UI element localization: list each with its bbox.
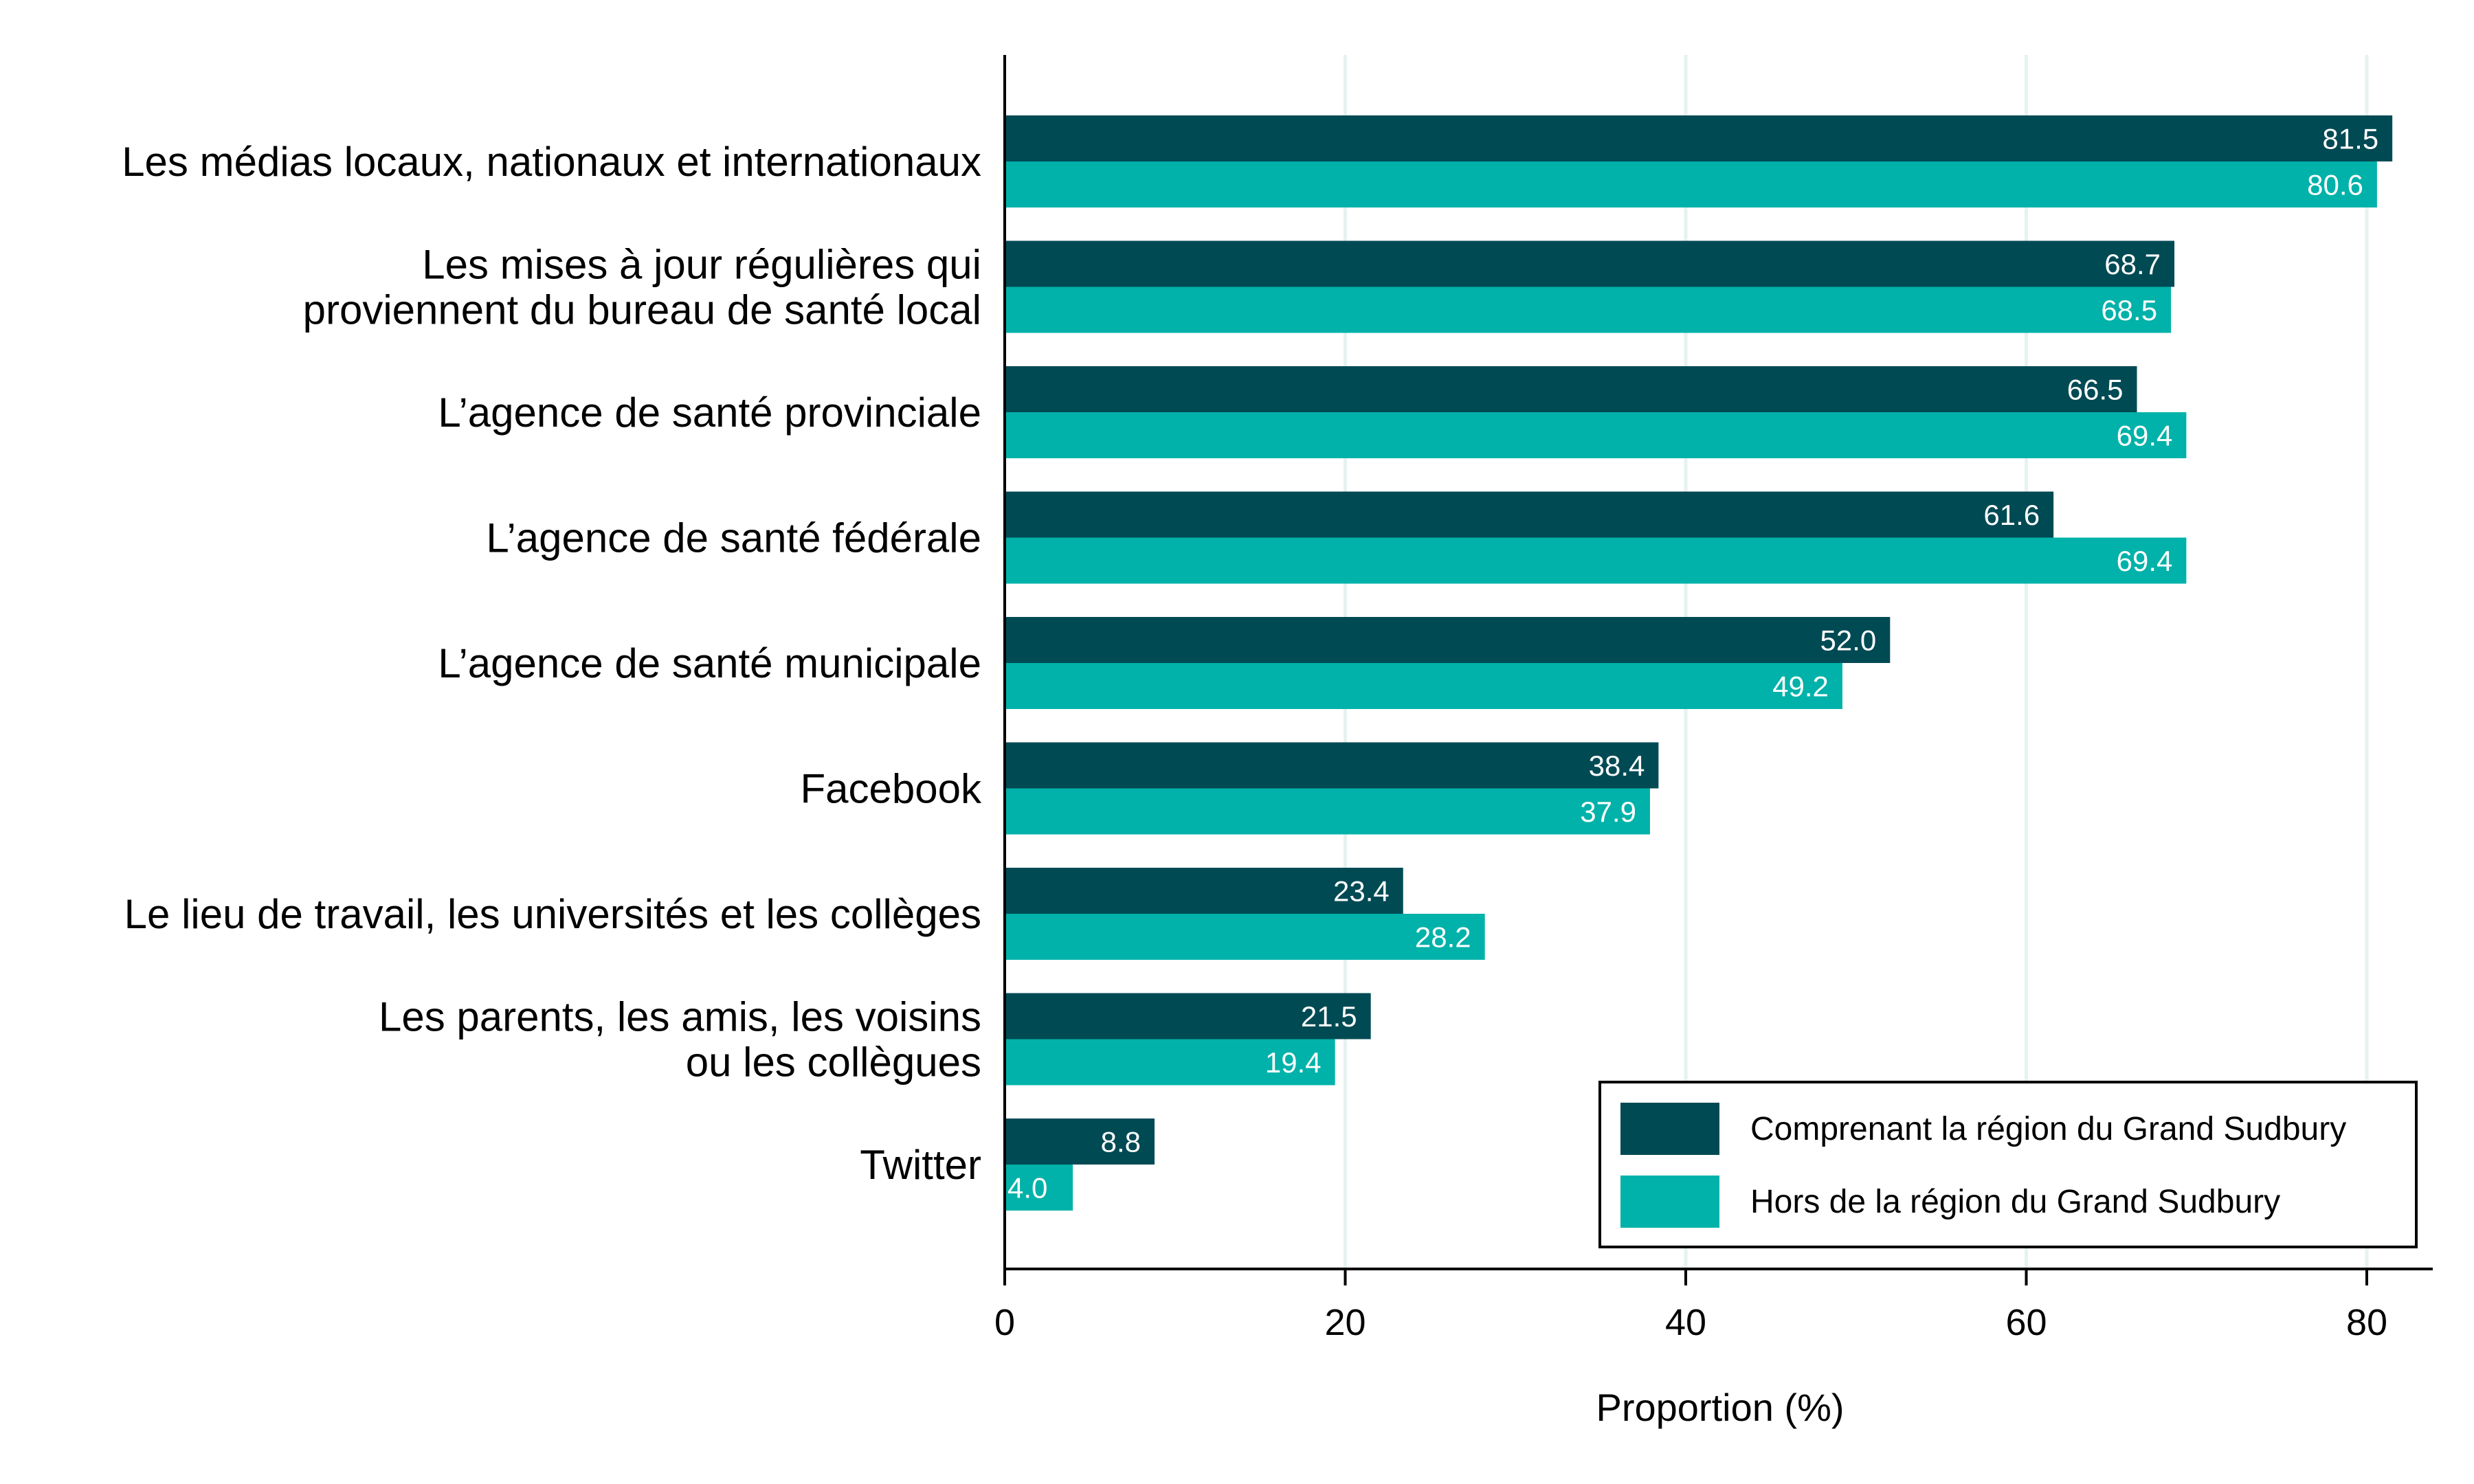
- bar-outside-3: [1005, 537, 2187, 584]
- bar-outside-1: [1005, 286, 2172, 333]
- bar-outside-5: [1005, 788, 1650, 835]
- bar-inside-6: [1005, 868, 1403, 914]
- category-label-line: proviennent du bureau de santé local: [303, 287, 981, 333]
- category-label-1: Les mises à jour régulières qui provienne…: [303, 242, 981, 333]
- bar-inside-1: [1005, 240, 2175, 287]
- bars: 81.5 80.6 68.7 68.5 66.5 69.4 61.6 69.4 52.0 49.2…: [1005, 115, 2393, 1211]
- bar-outside-0: [1005, 161, 2377, 207]
- bar-inside-2: [1005, 366, 2137, 412]
- bar-outside-4: [1005, 663, 1842, 709]
- bar-outside-2: [1005, 412, 2187, 458]
- bar-inside-0: [1005, 115, 2393, 161]
- data-label-inside-1: 68.7: [2104, 248, 2161, 280]
- data-label-inside-8: 8.8: [1101, 1126, 1141, 1158]
- data-label-outside-3: 69.4: [2117, 545, 2173, 577]
- data-label-outside-4: 49.2: [1772, 671, 1829, 703]
- data-label-inside-0: 81.5: [2322, 123, 2378, 155]
- data-label-outside-8: 4.0: [1007, 1172, 1047, 1204]
- data-label-inside-5: 38.4: [1589, 750, 1645, 782]
- data-label-outside-2: 69.4: [2117, 420, 2173, 452]
- legend-label-inside-sudbury: Comprenant la région du Grand Sudbury: [1750, 1111, 2346, 1147]
- legend: Comprenant la région du Grand Sudbury Ho…: [1598, 1081, 2418, 1248]
- category-label-8: Twitter: [860, 1142, 981, 1188]
- legend-swatch-inside-sudbury: [1620, 1103, 1719, 1155]
- legend-label-outside-sudbury: Hors de la région du Grand Sudbury: [1750, 1184, 2280, 1220]
- legend-swatch-outside-sudbury: [1620, 1176, 1719, 1228]
- category-label-line: Facebook: [801, 766, 982, 812]
- data-label-outside-0: 80.6: [2307, 169, 2363, 201]
- x-tick-label-60: 60: [2005, 1302, 2047, 1343]
- x-axis-title: Proportion (%): [1596, 1386, 1844, 1429]
- category-label-line: Les mises à jour régulières qui: [422, 242, 981, 288]
- bar-outside-7: [1005, 1039, 1335, 1086]
- category-label-line: L’agence de santé fédérale: [486, 515, 981, 561]
- category-label-line: L’agence de santé provinciale: [438, 390, 981, 436]
- category-label-line: Les parents, les amis, les voisins: [379, 994, 981, 1040]
- category-label-3: L’agence de santé fédérale: [486, 515, 981, 561]
- x-tick-label-0: 0: [994, 1302, 1015, 1343]
- category-label-line: Les médias locaux, nationaux et internat…: [122, 139, 981, 185]
- bar-inside-3: [1005, 491, 2054, 538]
- category-label-5: Facebook: [801, 766, 982, 812]
- data-label-inside-4: 52.0: [1820, 625, 1877, 657]
- bar-inside-5: [1005, 742, 1659, 789]
- bar-inside-7: [1005, 993, 1371, 1039]
- x-tick-label-80: 80: [2346, 1302, 2387, 1343]
- data-label-outside-7: 19.4: [1265, 1046, 1322, 1079]
- data-label-inside-7: 21.5: [1301, 1000, 1357, 1033]
- data-label-outside-5: 37.9: [1580, 796, 1636, 828]
- axes: [1003, 55, 2433, 1285]
- data-label-inside-6: 23.4: [1333, 875, 1390, 908]
- x-tick-label-40: 40: [1665, 1302, 1706, 1343]
- data-label-outside-1: 68.5: [2101, 294, 2157, 326]
- data-label-inside-3: 61.6: [1983, 499, 2040, 531]
- category-label-2: L’agence de santé provinciale: [438, 390, 981, 436]
- data-label-outside-6: 28.2: [1415, 921, 1471, 954]
- bar-outside-6: [1005, 914, 1485, 960]
- category-label-0: Les médias locaux, nationaux et internat…: [122, 139, 981, 185]
- category-label-6: Le lieu de travail, les universités et l…: [124, 891, 981, 937]
- category-label-4: L’agence de santé municipale: [438, 640, 981, 686]
- data-label-inside-2: 66.5: [2067, 374, 2124, 406]
- bar-outside-8: [1005, 1165, 1073, 1211]
- x-tick-labels: 0 20 40 60 80: [994, 1302, 2387, 1343]
- legend-box: [1598, 1081, 2418, 1248]
- bar-inside-8: [1005, 1118, 1155, 1165]
- category-label-line: L’agence de santé municipale: [438, 640, 981, 686]
- category-label-line: Twitter: [860, 1142, 981, 1188]
- category-label-line: ou les collègues: [686, 1039, 981, 1086]
- x-tick-label-20: 20: [1324, 1302, 1366, 1343]
- bar-inside-4: [1005, 617, 1891, 663]
- category-label-line: Le lieu de travail, les universités et l…: [124, 891, 981, 937]
- category-label-7: Les parents, les amis, les voisins ou les…: [379, 994, 981, 1086]
- category-labels: Les médias locaux, nationaux et internat…: [122, 139, 982, 1188]
